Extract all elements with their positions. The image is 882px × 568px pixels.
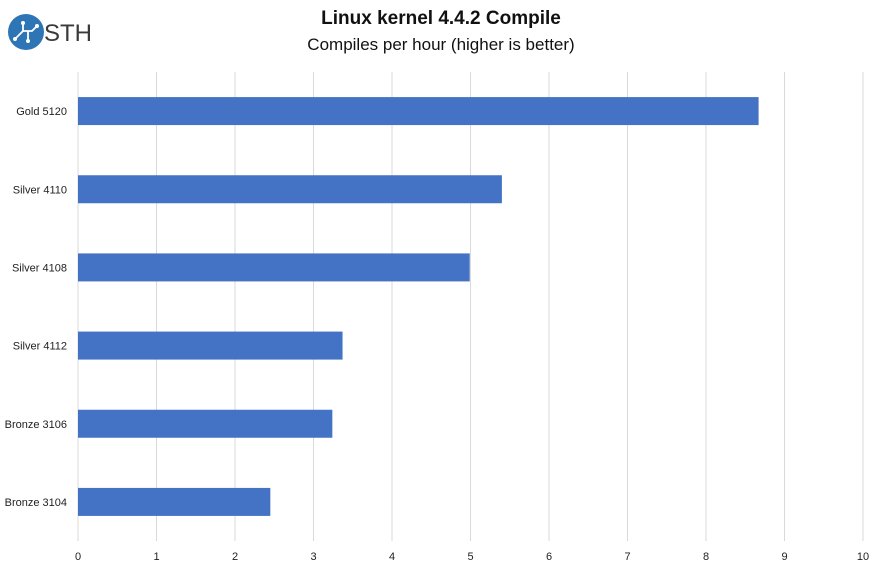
chart-subtitle: Compiles per hour (higher is better) bbox=[307, 35, 575, 54]
x-tick-label: 9 bbox=[781, 551, 787, 563]
category-label: Silver 4110 bbox=[13, 184, 67, 196]
category-label: Bronze 3106 bbox=[5, 419, 67, 431]
x-tick-label: 7 bbox=[624, 551, 630, 563]
bar bbox=[78, 253, 470, 282]
bar bbox=[78, 487, 271, 516]
x-tick-label: 1 bbox=[153, 551, 159, 563]
bar bbox=[78, 409, 333, 438]
category-label: Silver 4108 bbox=[12, 262, 67, 274]
x-tick-label: 6 bbox=[546, 551, 552, 563]
x-tick-label: 4 bbox=[389, 551, 395, 563]
bar bbox=[78, 175, 502, 204]
x-tick-label: 2 bbox=[232, 551, 238, 563]
x-tick-label: 10 bbox=[857, 551, 869, 563]
sth-logo: STH bbox=[6, 10, 92, 54]
logo-text: STH bbox=[44, 20, 90, 47]
category-label: Silver 4112 bbox=[13, 341, 67, 353]
x-tick-label: 8 bbox=[703, 551, 709, 563]
category-label: Bronze 3104 bbox=[5, 497, 67, 509]
category-labels: Gold 5120 Silver 4110 Silver 4108 Silver 41… bbox=[5, 106, 67, 509]
bars bbox=[78, 97, 759, 516]
chart-title: Linux kernel 4.4.2 Compile bbox=[321, 8, 561, 29]
bar bbox=[78, 331, 343, 360]
x-tick-label: 5 bbox=[467, 551, 473, 563]
x-tick-labels: 0 1 2 3 4 5 6 7 8 9 10 bbox=[75, 551, 869, 563]
sth-circuit-logo-icon bbox=[8, 14, 44, 50]
grid-lines bbox=[77, 72, 864, 541]
x-tick-label: 0 bbox=[75, 551, 81, 563]
x-tick-label: 3 bbox=[310, 551, 316, 563]
bar bbox=[78, 97, 759, 126]
category-label: Gold 5120 bbox=[16, 106, 67, 118]
